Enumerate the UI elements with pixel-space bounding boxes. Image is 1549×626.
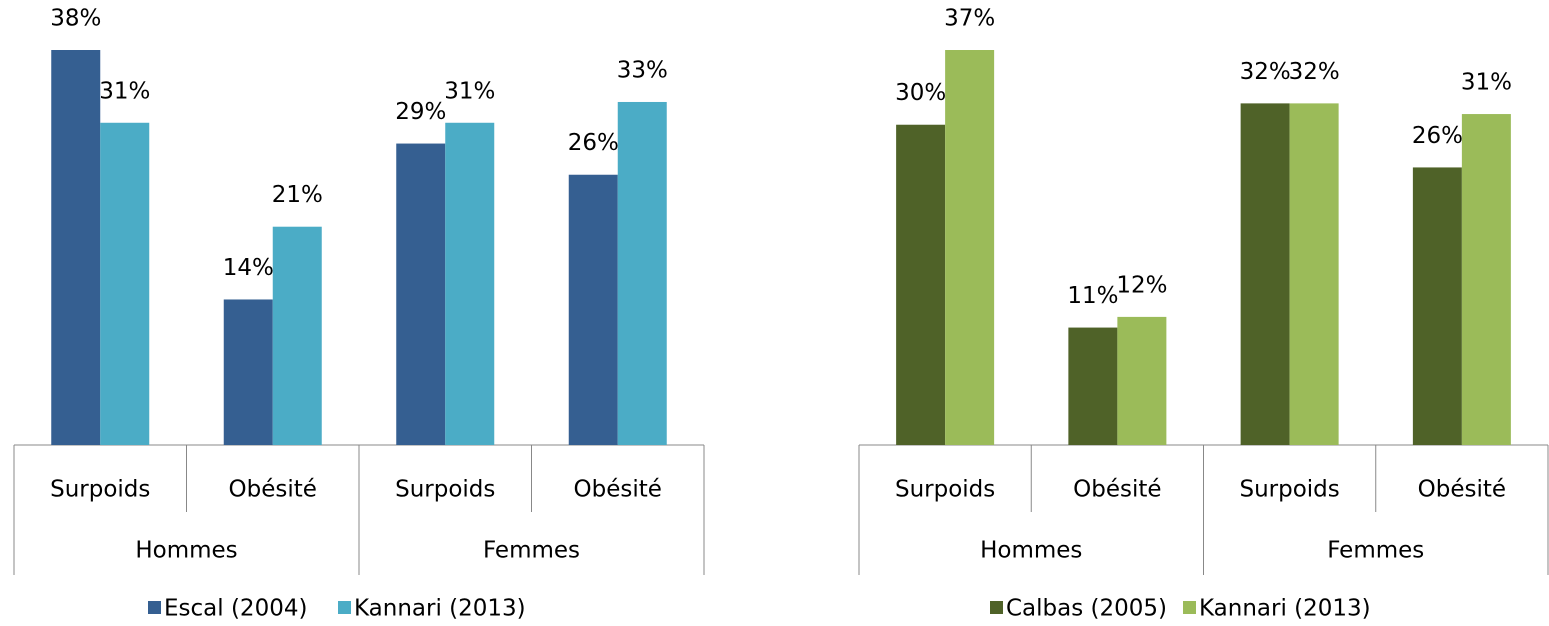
bar [1117, 316, 1167, 445]
bar [568, 174, 618, 445]
x-tick-label: Surpoids [895, 477, 995, 503]
legend-swatch [1183, 601, 1196, 614]
data-label: 29% [395, 99, 446, 125]
data-label: 32% [1289, 59, 1340, 85]
legend-swatch [990, 601, 1003, 614]
group-label: Hommes [980, 538, 1082, 564]
x-tick-label: Surpoids [1239, 477, 1339, 503]
bar [1412, 167, 1462, 445]
bar [1461, 114, 1511, 446]
group-label: Femmes [483, 538, 580, 564]
data-label: 31% [444, 78, 495, 104]
data-label: 12% [1116, 272, 1167, 298]
data-label: 33% [617, 57, 668, 83]
data-label: 31% [1461, 70, 1512, 96]
bar [617, 101, 667, 445]
bar [945, 50, 995, 445]
data-label: 26% [1412, 123, 1463, 149]
data-label: 31% [99, 78, 150, 104]
x-tick-label: Surpoids [395, 477, 495, 503]
group-label: Femmes [1327, 538, 1424, 564]
legend-swatch [148, 601, 161, 614]
legend-label: Calbas (2005) [1006, 596, 1167, 622]
bar [1068, 327, 1118, 445]
bar [272, 226, 322, 445]
data-label: 32% [1240, 59, 1291, 85]
group-label: Hommes [135, 538, 237, 564]
data-label: 21% [272, 182, 323, 208]
bar [1240, 103, 1290, 445]
x-tick-label: Obésité [1418, 477, 1506, 503]
bar [223, 299, 273, 445]
x-tick-label: Obésité [574, 477, 662, 503]
x-tick-label: Obésité [1073, 477, 1161, 503]
bar [100, 122, 150, 446]
x-tick-label: Obésité [229, 477, 317, 503]
data-label: 11% [1067, 283, 1118, 309]
legend-label: Kannari (2013) [354, 596, 526, 622]
data-label: 14% [223, 255, 274, 281]
data-label: 30% [895, 80, 946, 106]
x-tick-label: Surpoids [50, 477, 150, 503]
legend-swatch [338, 601, 351, 614]
legend-label: Kannari (2013) [1199, 596, 1371, 622]
bar [896, 124, 946, 445]
bar [396, 143, 446, 446]
bar [1289, 103, 1339, 445]
data-label: 37% [944, 6, 995, 32]
data-label: 26% [568, 130, 619, 156]
legend-label: Escal (2004) [164, 596, 307, 622]
bar [51, 50, 101, 445]
data-label: 38% [50, 6, 101, 32]
bar [445, 122, 495, 446]
